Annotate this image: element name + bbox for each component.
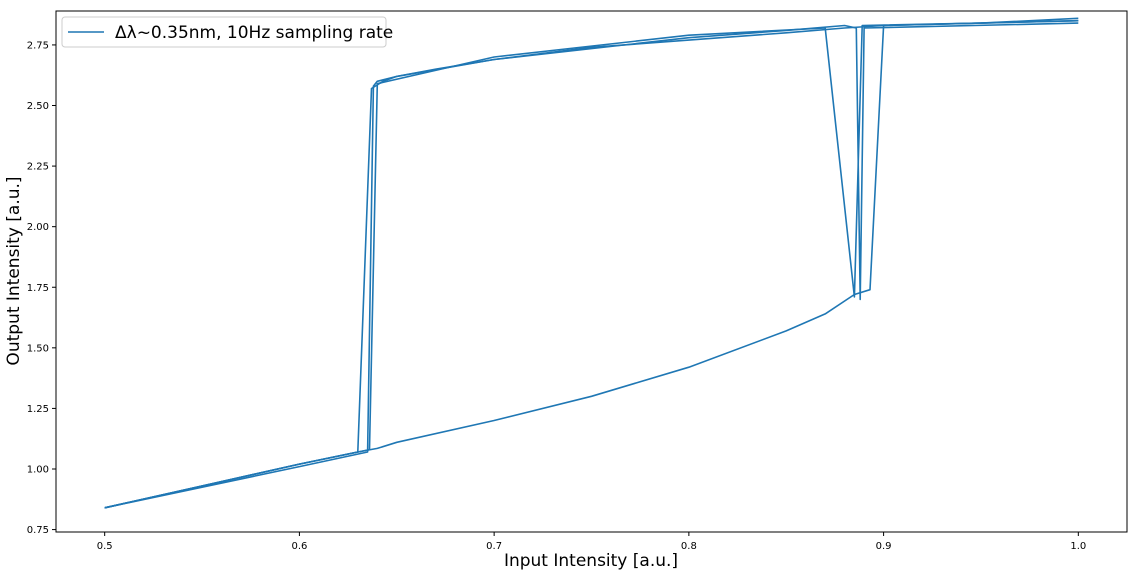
series-group [104,17,1079,509]
x-tick-label: 0.9 [876,541,892,552]
x-axis-label: Input Intensity [a.u.] [504,551,678,571]
y-axis-label: Output Intensity [a.u.] [4,176,24,365]
y-tick-label: 2.50 [27,101,49,112]
x-tick-label: 0.8 [681,541,697,552]
y-tick-label: 2.00 [27,222,49,233]
x-ticks: 0.5 0.6 0.7 0.8 0.9 1.0 [97,532,1086,552]
y-tick-label: 1.50 [27,343,49,354]
y-tick-label: 2.75 [27,40,49,51]
x-tick-label: 0.5 [97,541,113,552]
y-tick-label: 0.75 [27,525,49,536]
y-tick-label: 1.75 [27,283,49,294]
legend-box [61,16,387,48]
y-tick-label: 1.00 [27,464,49,475]
x-tick-label: 0.6 [291,541,307,552]
plot-area [55,10,1128,533]
y-tick-label: 2.25 [27,162,49,173]
series-line-branch-0-3 [104,17,1079,509]
x-tick-label: 1.0 [1070,541,1086,552]
series-line-branch-0-2 [104,22,1079,509]
x-tick-label: 0.7 [486,541,502,552]
legend-label: Δλ~0.35nm, 10Hz sampling rate [115,23,393,43]
y-ticks: 0.75 1.00 1.25 1.50 1.75 2.00 2.25 2.50 2.75 [27,40,56,536]
y-tick-label: 1.25 [27,404,49,415]
legend: Δλ~0.35nm, 10Hz sampling rate [61,16,393,48]
